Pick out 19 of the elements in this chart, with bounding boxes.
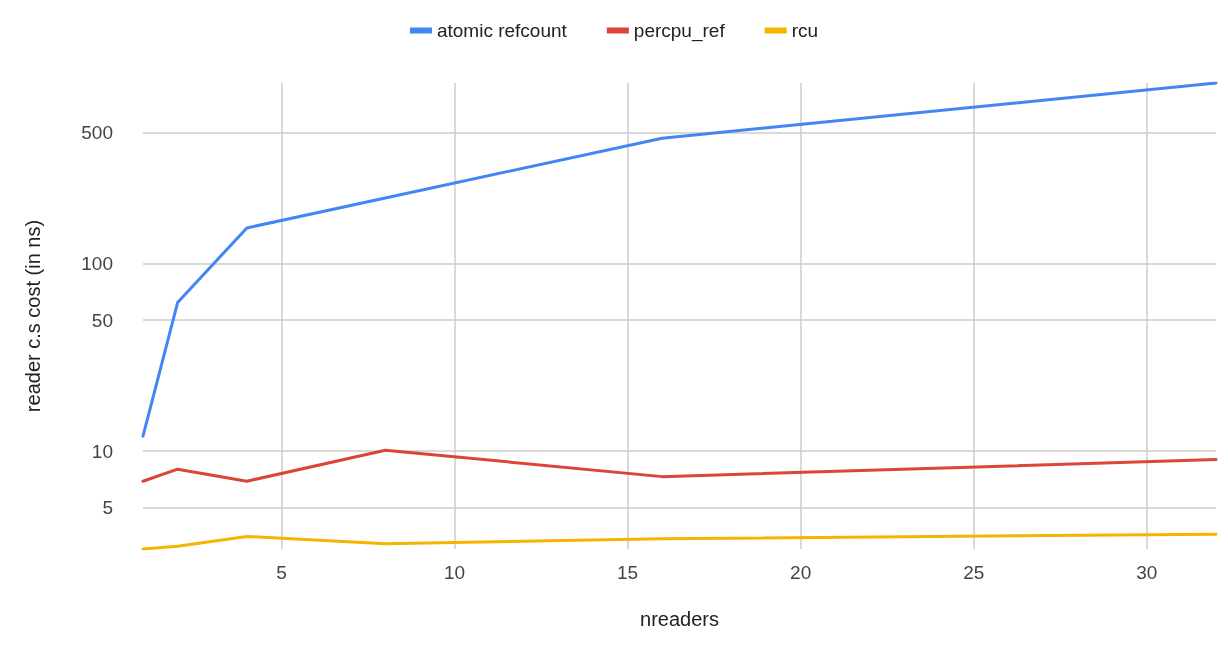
x-tick-label: 15 <box>617 562 639 583</box>
x-tick-label: 5 <box>276 562 287 583</box>
x-tick-label: 30 <box>1136 562 1158 583</box>
x-tick-label: 10 <box>443 562 466 583</box>
y-tick-label: 50 <box>91 309 113 331</box>
y-tick-label: 5 <box>102 496 113 518</box>
x-axis-title: nreaders <box>640 608 719 630</box>
line-series <box>141 81 1218 438</box>
y-tick-label: 10 <box>91 440 113 462</box>
y-tick-label: 100 <box>81 253 113 275</box>
line-series <box>141 448 1218 483</box>
line-series <box>141 532 1218 551</box>
y-axis-title: reader c.s cost (in ns) <box>22 219 44 413</box>
legend-label: rcu <box>791 20 819 41</box>
legend-label: atomic refcount <box>436 20 568 41</box>
y-tick-label: 500 <box>81 122 113 144</box>
x-tick-label: 25 <box>963 562 985 583</box>
legend-label: percpu_ref <box>633 20 726 42</box>
x-tick-label: 20 <box>790 562 812 583</box>
